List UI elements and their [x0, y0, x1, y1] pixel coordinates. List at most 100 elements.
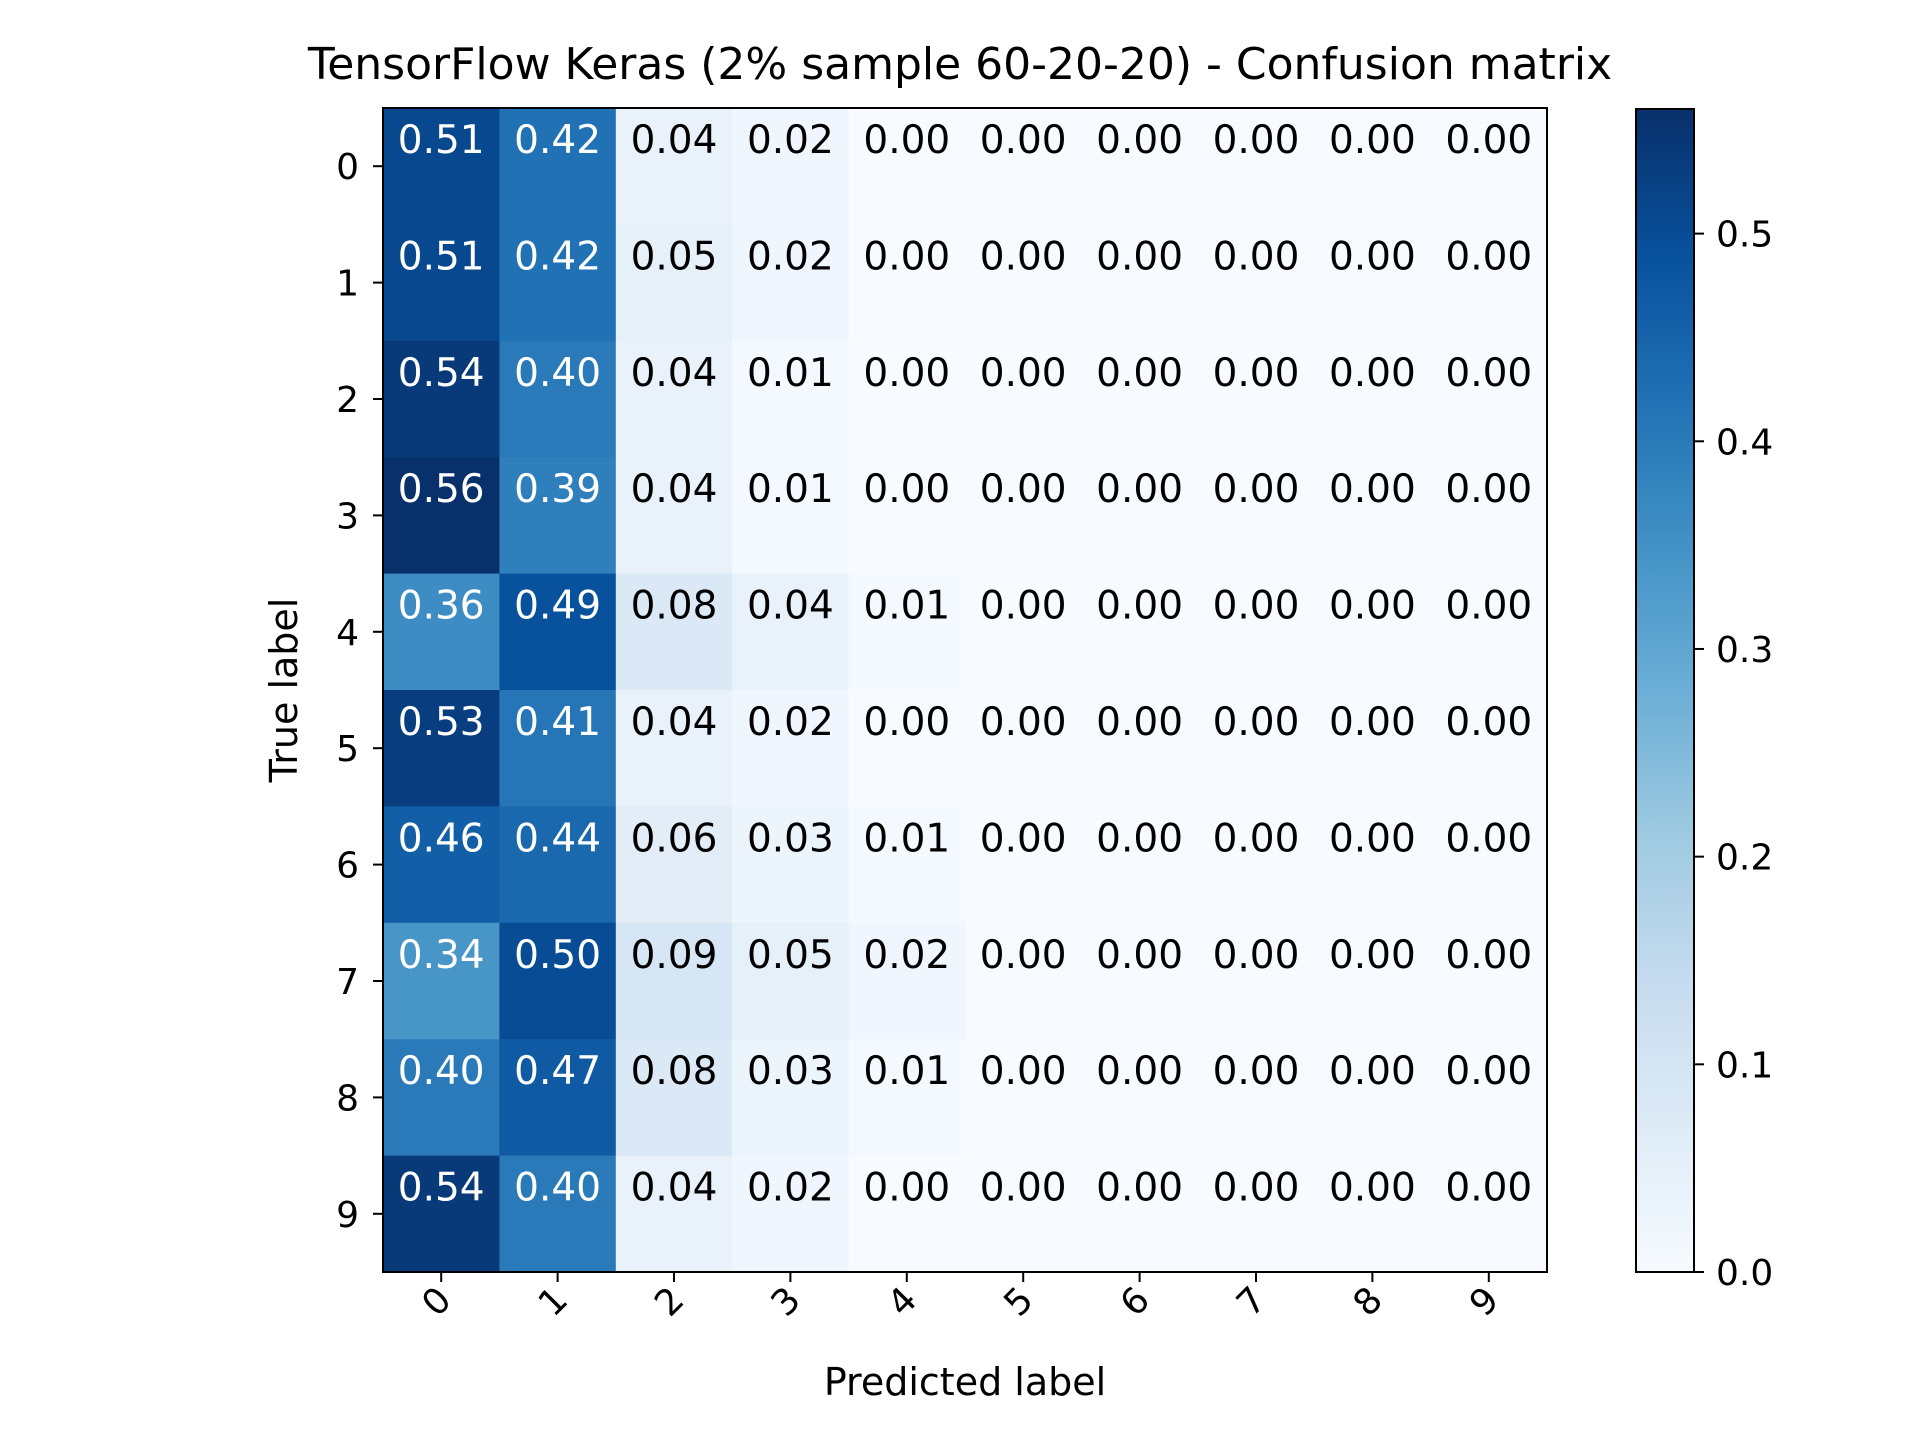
heatmap-cell [848, 1155, 966, 1273]
heatmap-cell-label: 0.36 [398, 584, 485, 629]
heatmap-cell [848, 108, 966, 225]
heatmap-cell [1314, 1039, 1432, 1157]
heatmap-cell-label: 0.00 [1213, 467, 1300, 512]
heatmap-cell-label: 0.05 [631, 234, 718, 279]
heatmap-cell [1197, 690, 1315, 807]
heatmap-cell [383, 690, 500, 807]
heatmap-cell [1430, 690, 1548, 807]
heatmap-cell-label: 0.00 [980, 351, 1067, 396]
heatmap-cell-label: 0.00 [980, 816, 1067, 861]
heatmap-cell [615, 806, 733, 924]
colorbar-tick-label: 0.2 [1716, 838, 1773, 879]
heatmap-cell [965, 1155, 1082, 1273]
heatmap-cell-label: 0.00 [863, 351, 950, 396]
heatmap-cell-label: 0.00 [1329, 467, 1416, 512]
heatmap-cell [499, 340, 617, 458]
heatmap-cell-label: 0.00 [980, 584, 1067, 629]
heatmap-cell [848, 922, 966, 1040]
heatmap-cell [1197, 108, 1315, 225]
heatmap-cell-label: 0.00 [1329, 700, 1416, 745]
heatmap-cell-label: 0.00 [1213, 118, 1300, 163]
x-tick-label: 6 [1113, 1279, 1158, 1324]
heatmap-cell [732, 108, 850, 225]
heatmap-cell [1081, 690, 1199, 807]
heatmap-cell [499, 108, 617, 225]
heatmap-cell-label: 0.40 [514, 1166, 601, 1211]
heatmap-cell [1081, 108, 1199, 225]
chart-title: TensorFlow Keras (2% sample 60-20-20) - … [307, 39, 1612, 90]
heatmap-cell-label: 0.00 [1329, 933, 1416, 978]
heatmap-cell-label: 0.08 [631, 584, 718, 629]
heatmap-cell-label: 0.00 [980, 234, 1067, 279]
heatmap-cell [499, 457, 617, 575]
heatmap-cell [1197, 573, 1315, 691]
heatmap-cell-label: 0.00 [980, 118, 1067, 163]
heatmap-cell-label: 0.46 [398, 816, 485, 861]
y-tick-label: 6 [336, 846, 359, 887]
heatmap-cell [848, 1039, 966, 1157]
heatmap-cell [383, 922, 500, 1040]
y-tick-label: 5 [336, 729, 359, 770]
x-axis-ticks: 0 1 2 3 4 5 6 7 8 9 [414, 1272, 1507, 1325]
plot-frame [382, 107, 1548, 1273]
heatmap-cell-label: 0.00 [1096, 351, 1183, 396]
heatmap-cell-label: 0.01 [863, 1049, 950, 1094]
heatmap-cell-label: 0.51 [398, 118, 485, 163]
heatmap-cell [383, 1039, 500, 1157]
heatmap-cell-label: 0.40 [514, 351, 601, 396]
x-tick-label: 3 [764, 1279, 809, 1324]
heatmap-cell-label: 0.00 [863, 467, 950, 512]
heatmap-cell-label: 0.00 [1445, 584, 1532, 629]
heatmap-cell [965, 806, 1082, 924]
y-tick-label: 9 [336, 1195, 359, 1236]
heatmap-cell [499, 1155, 617, 1273]
heatmap-cell-label: 0.00 [1096, 467, 1183, 512]
heatmap-cell [732, 1155, 850, 1273]
heatmap-cell-label: 0.00 [980, 1049, 1067, 1094]
x-tick-label: 7 [1229, 1279, 1274, 1324]
heatmap-cell [1314, 340, 1432, 458]
heatmap-cell-label: 0.00 [1096, 234, 1183, 279]
heatmap-cell-label: 0.41 [514, 700, 601, 745]
heatmap-cell [1314, 922, 1432, 1040]
x-tick-label: 5 [996, 1279, 1041, 1324]
heatmap-cell [965, 573, 1082, 691]
heatmap-cell-label: 0.04 [631, 1166, 718, 1211]
heatmap-cell-label: 0.00 [1096, 584, 1183, 629]
x-tick-label: 8 [1346, 1279, 1391, 1324]
heatmap-cell [1430, 224, 1548, 342]
heatmap-cell-label: 0.00 [1445, 816, 1532, 861]
heatmap-cell-label: 0.00 [1213, 933, 1300, 978]
colorbar-tick-label: 0.3 [1716, 630, 1773, 671]
heatmap-cell [1314, 108, 1432, 225]
heatmap-cell-label: 0.09 [631, 933, 718, 978]
heatmap-cell-labels: 0.51 0.42 0.04 0.02 0.00 0.00 0.00 0.00 0.00 0.00… [398, 118, 1532, 1211]
colorbar-tick-label: 0.1 [1716, 1045, 1773, 1086]
heatmap-cell [615, 690, 733, 807]
heatmap-cell-label: 0.00 [1213, 700, 1300, 745]
heatmap-cell-label: 0.01 [863, 816, 950, 861]
colorbar-tick-label: 0.0 [1716, 1253, 1773, 1294]
heatmap-cell [732, 224, 850, 342]
heatmap-cell [1081, 340, 1199, 458]
x-tick-label: 1 [531, 1279, 576, 1324]
heatmap-cell [383, 1155, 500, 1273]
heatmap-cell-label: 0.40 [398, 1049, 485, 1094]
heatmap-cell [499, 224, 617, 342]
heatmap-cell-label: 0.00 [1096, 700, 1183, 745]
heatmap-cell-label: 0.00 [1445, 1049, 1532, 1094]
heatmap-cell-label: 0.53 [398, 700, 485, 745]
heatmap-cell [615, 457, 733, 575]
heatmap-cell [848, 457, 966, 575]
heatmap-cell [732, 922, 850, 1040]
heatmap-cell-label: 0.00 [1445, 351, 1532, 396]
y-tick-label: 1 [336, 264, 359, 305]
heatmap-cell-label: 0.00 [1213, 351, 1300, 396]
heatmap-cell-label: 0.01 [863, 584, 950, 629]
heatmap-cell-label: 0.02 [747, 118, 834, 163]
x-tick-label: 2 [647, 1279, 692, 1324]
heatmap-cell-label: 0.00 [1329, 234, 1416, 279]
heatmap-cell-label: 0.00 [1329, 584, 1416, 629]
heatmap-cell-label: 0.02 [863, 933, 950, 978]
